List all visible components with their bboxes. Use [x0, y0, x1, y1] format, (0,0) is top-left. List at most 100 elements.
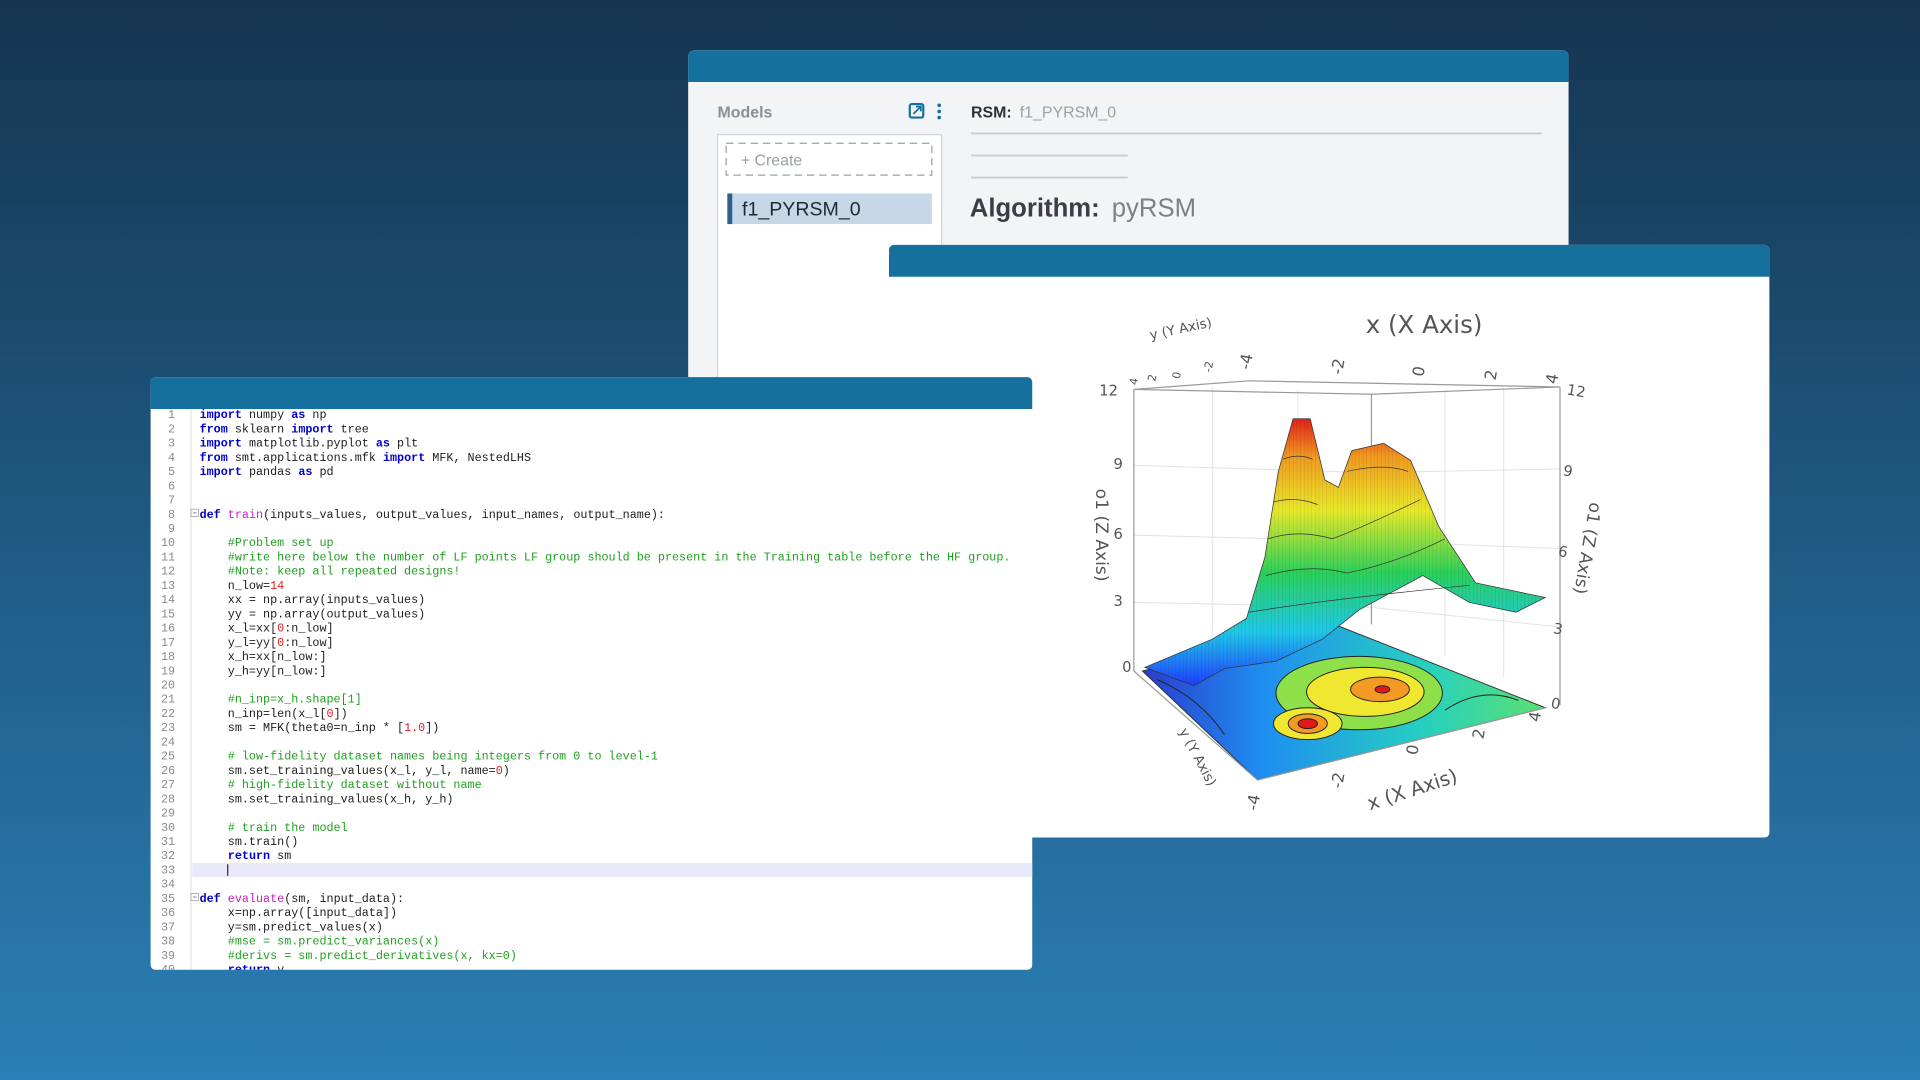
line-number: 25: [161, 750, 175, 764]
line-number: 13: [161, 579, 175, 593]
algorithm-value: pyRSM: [1112, 195, 1196, 223]
line-number: 16: [161, 622, 175, 636]
code-token: sklearn: [228, 422, 291, 436]
line-number: 26: [161, 764, 175, 778]
code-token: #write here below the number of LF point…: [200, 550, 1011, 564]
line-number: 19: [161, 664, 175, 678]
line-number: 32: [161, 849, 175, 863]
axis-label: 6: [1557, 543, 1569, 561]
code-token: #derivs = sm.predict_derivatives(x, kx=0…: [200, 949, 517, 963]
axis-label: 3: [1113, 593, 1122, 610]
axis-label: 3: [1552, 620, 1564, 638]
line-number: 11: [161, 550, 175, 564]
line-number: 27: [161, 778, 175, 792]
code-token: from: [200, 422, 228, 436]
line-number: 39: [161, 949, 175, 963]
code-token: yy = np.array(output_values): [200, 607, 426, 621]
code-line: y_h=yy[n_low:]: [200, 664, 327, 678]
code-token: :n_low]: [284, 622, 333, 636]
rsm-label: RSM:: [971, 105, 1012, 122]
line-number: 3: [168, 437, 175, 451]
code-token: #Problem set up: [200, 536, 334, 550]
code-line: sm.set_training_values(x_h, y_h): [200, 792, 454, 806]
code-token: y=sm.predict_values(x): [200, 920, 383, 934]
window-body: [150, 377, 1033, 970]
code-token: pd: [312, 465, 333, 479]
code-token: evaluate: [228, 892, 284, 906]
axis-label: 0: [1170, 371, 1184, 380]
code-line: return sm: [200, 849, 292, 863]
axis-label: 4: [1542, 372, 1562, 385]
code-window: 1 import numpy as np 2 from sklearn import …: [150, 377, 1033, 977]
code-token: [221, 892, 228, 906]
line-number: 15: [161, 607, 175, 621]
line-number: 29: [161, 807, 175, 821]
code-token: n_low=: [200, 579, 271, 593]
code-line: def evaluate(sm, input_data):: [200, 892, 405, 906]
axis-label: x (X Axis): [1366, 310, 1483, 339]
line-number: 6: [168, 479, 175, 493]
axis-label: 0: [1402, 743, 1422, 756]
code-token: (sm, input_data):: [284, 892, 404, 906]
code-token: #n_inp=x_h.shape[1]: [200, 693, 362, 707]
code-line: import matplotlib.pyplot as plt: [200, 437, 419, 451]
axis-label: 0: [1550, 695, 1562, 713]
code-token: matplotlib.pyplot: [242, 437, 376, 451]
code-token: 0: [327, 707, 334, 721]
code-line: #Problem set up: [200, 536, 334, 550]
create-button[interactable]: [725, 142, 933, 176]
code-line: import pandas as pd: [200, 465, 334, 479]
axis-label: 2: [1145, 373, 1159, 382]
code-line: y=sm.predict_values(x): [200, 920, 383, 934]
create-button-label: + Create: [741, 152, 803, 169]
code-token: 0: [277, 622, 284, 636]
code-token: #Note: keep all repeated designs!: [200, 565, 461, 579]
line-number: 24: [161, 735, 175, 749]
code-token: tree: [334, 422, 369, 436]
line-number: 28: [161, 792, 175, 806]
code-token: 14: [270, 579, 284, 593]
line-number: 36: [161, 906, 175, 920]
code-line: import numpy as np: [200, 408, 327, 422]
window-header: [150, 377, 1033, 409]
line-number: 40: [161, 963, 175, 977]
axis-label: -2: [1201, 360, 1216, 373]
axis-label: -2: [1327, 771, 1348, 790]
axis-label: 9: [1562, 462, 1574, 480]
code-area: 1 import numpy as np 2 from sklearn import …: [161, 408, 1033, 977]
model-item-label: f1_PYRSM_0: [742, 199, 861, 221]
rsm-heading: RSM: f1_PYRSM_0: [971, 105, 1116, 122]
line-number: 37: [161, 920, 175, 934]
code-token: plt: [390, 437, 418, 451]
line-number: 33: [161, 863, 175, 877]
model-item[interactable]: [727, 193, 932, 225]
line-number: 20: [161, 679, 175, 693]
window-header: [888, 244, 1770, 277]
code-line: n_inp=len(x_l[0]): [200, 707, 348, 721]
panel-title: Models: [718, 105, 773, 122]
line-number: 2: [168, 422, 175, 436]
menu-icon[interactable]: [937, 103, 942, 120]
code-token: [200, 849, 228, 863]
line-number: 1: [168, 408, 175, 422]
code-line: # train the model: [200, 821, 348, 835]
algorithm-label: Algorithm:: [970, 195, 1100, 223]
axis-label: -2: [1327, 357, 1348, 376]
code-token: def: [200, 892, 221, 906]
axis-label: 6: [1113, 526, 1122, 543]
line-number: 35: [161, 892, 175, 906]
surface-contours: [1248, 455, 1470, 613]
code-token: x=np.array([input_data]): [200, 906, 397, 920]
export-icon[interactable]: [908, 102, 925, 119]
code-token: :n_low]: [284, 636, 333, 650]
code-line: from sklearn import tree: [200, 422, 369, 436]
code-line: sm.train(): [200, 835, 299, 849]
plot-window: x (X Axis)y (Y Axis)o1 (Z Axis) o1 (Z Axi…: [888, 244, 1770, 838]
line-number: 21: [161, 693, 175, 707]
line-number: 17: [161, 636, 175, 650]
algorithm-heading: Algorithm: pyRSM: [970, 195, 1196, 223]
code-line: #n_inp=x_h.shape[1]: [200, 693, 362, 707]
surface-mesh: [1144, 418, 1546, 686]
code-token: xx = np.array(inputs_values): [200, 593, 426, 607]
